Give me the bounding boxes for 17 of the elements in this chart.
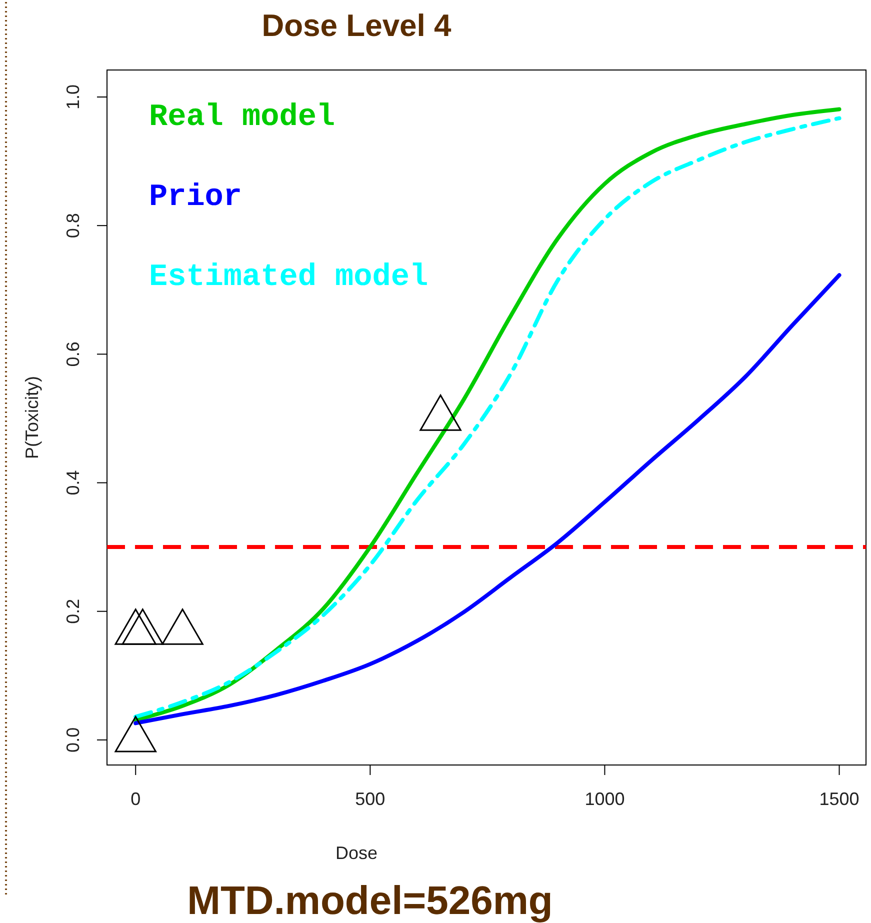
x-tick-label: 1000 (584, 789, 625, 809)
text: Estimated model (149, 260, 428, 295)
y-tick-label: 0.8 (63, 213, 83, 238)
y-tick-label: 0.6 (63, 342, 83, 367)
text: Real model (149, 100, 336, 135)
chart-title: Dose Level 4 (262, 8, 452, 43)
x-tick-label: 500 (355, 789, 386, 809)
x-tick-label: 0 (130, 789, 141, 809)
x-tick-label: 1500 (819, 789, 860, 809)
y-axis-title: P(Toxicity) (22, 376, 42, 460)
x-axis-title: Dose (335, 843, 378, 863)
text: Prior (149, 180, 242, 215)
y-tick-label: 0.2 (63, 598, 83, 624)
text: MTD.model=526mg (187, 879, 553, 923)
y-tick-label: 0.0 (63, 727, 83, 752)
y-tick-label: 1.0 (63, 84, 83, 110)
y-tick-label: 0.4 (63, 470, 83, 496)
